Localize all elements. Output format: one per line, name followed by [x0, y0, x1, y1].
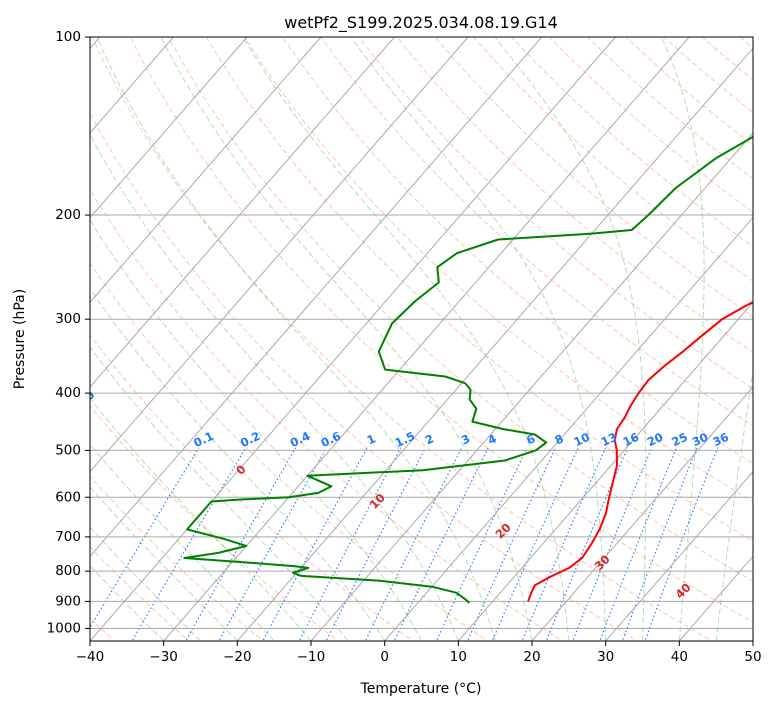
y-tick-label: 400: [55, 385, 81, 401]
sounding-profiles: [183, 135, 753, 604]
y-tick-label: 900: [55, 593, 81, 609]
moist-adiabat-line: [242, 37, 570, 641]
mixing-ratio-line: [218, 447, 327, 641]
y-tick-label: 800: [55, 563, 81, 579]
x-tick-label: −20: [223, 649, 252, 665]
mixing-ratio-line: [185, 447, 297, 641]
x-tick-label: 50: [744, 649, 761, 665]
y-tick-label: 200: [55, 207, 81, 223]
moist-adiabat-line: [90, 443, 275, 641]
mixing-ratio-label: 16: [621, 430, 641, 449]
mixing-ratio-line: [521, 447, 607, 641]
x-tick-label: −10: [297, 649, 326, 665]
x-tick-label: 30: [597, 649, 614, 665]
mixing-ratio-line: [491, 447, 579, 641]
dry-adiabat-line: [282, 37, 753, 465]
dry-adiabat-line: [358, 37, 753, 390]
isotherm-line: [384, 216, 753, 641]
moist-adiabat-line: [96, 37, 496, 641]
x-tick-label: 40: [671, 649, 688, 665]
mixing-ratio-label: 13: [599, 430, 619, 449]
moist-adiabat-line: [160, 37, 533, 641]
x-tick-label: 10: [450, 649, 467, 665]
y-tick-label: 100: [55, 29, 81, 45]
dewpoint-profile: [183, 135, 753, 604]
isotherm-line: [310, 132, 753, 641]
dry-adiabat-line: [243, 37, 753, 503]
x-tick-label: −40: [76, 649, 105, 665]
mixing-ratio-line: [131, 447, 247, 641]
isotherm-line: [90, 37, 616, 641]
temperature-profile: [527, 301, 753, 602]
dry-adiabat-line: [396, 37, 753, 353]
mixing-ratio-lines: [90, 447, 719, 641]
isotherm-line: [236, 47, 753, 641]
mixing-ratio-line: [325, 447, 426, 641]
mixing-ratio-label: 10: [571, 430, 591, 449]
x-tick-label: 20: [523, 649, 540, 665]
y-axis-label: Pressure (hPa): [12, 289, 28, 389]
x-axis-label: Temperature (°C): [360, 681, 482, 697]
x-tick-label: 0: [380, 649, 389, 665]
isotherm-line: [90, 37, 322, 304]
x-axis-ticks: −40 −30 −20 −10 0 10 20 30 40 50: [76, 641, 762, 665]
isotherm-line: [90, 37, 248, 219]
moist-adiabat-line: [90, 346, 349, 641]
isobar-gridlines: [90, 37, 753, 629]
chart-title: wetPf2_S199.2025.034.08.19.G14: [284, 13, 558, 33]
moist-adiabat-line: [90, 133, 459, 641]
y-tick-label: 1000: [47, 620, 81, 636]
moist-adiabat-line: [90, 288, 386, 641]
y-tick-label: 600: [55, 489, 81, 505]
mixing-ratio-label: 30: [690, 430, 710, 449]
moist-adiabat-line: [90, 486, 238, 641]
y-axis-ticks: 100 200 300 400 500 600 700 800 900 1000: [47, 29, 90, 636]
plot-area: -100-90-80-70-60-50-40-30-20-10010203040…: [73, 37, 753, 641]
isotherm-line: [90, 37, 469, 473]
moist-adiabat-line: [660, 37, 705, 641]
dry-adiabat-label: -10: [73, 388, 97, 413]
mixing-ratio-line: [621, 447, 698, 641]
moist-adiabat-line: [90, 219, 422, 641]
mixing-ratio-label: 36: [710, 430, 730, 449]
mixing-ratio-label: 20: [645, 430, 665, 449]
isotherm-line: [163, 37, 690, 641]
y-tick-label: 500: [55, 442, 81, 458]
mixing-ratio-line: [599, 447, 678, 641]
skewed-isotherms: [90, 37, 753, 641]
isotherm-line: [90, 37, 543, 558]
dry-adiabat-line: [167, 37, 753, 582]
dry-adiabat-line: [90, 112, 639, 641]
x-tick-label: −30: [149, 649, 178, 665]
mixing-ratio-line: [90, 447, 200, 629]
y-tick-label: 700: [55, 529, 81, 545]
mixing-ratio-line: [364, 447, 463, 641]
mixing-ratio-line: [393, 447, 489, 641]
moist-adiabat-line: [715, 367, 753, 641]
y-tick-label: 300: [55, 311, 81, 327]
moist-adiabat-line: [350, 37, 607, 641]
isotherm-line: [605, 470, 753, 641]
moist-adiabat-line: [90, 565, 165, 641]
isotherm-line: [531, 386, 753, 641]
moist-adiabat-line: [90, 526, 201, 641]
mixing-ratio-label: 25: [669, 430, 689, 449]
isotherm-line: [457, 301, 753, 641]
dry-adiabat-line: [205, 37, 753, 542]
isotherm-line: [90, 37, 395, 388]
plot-frame: [89, 36, 754, 642]
